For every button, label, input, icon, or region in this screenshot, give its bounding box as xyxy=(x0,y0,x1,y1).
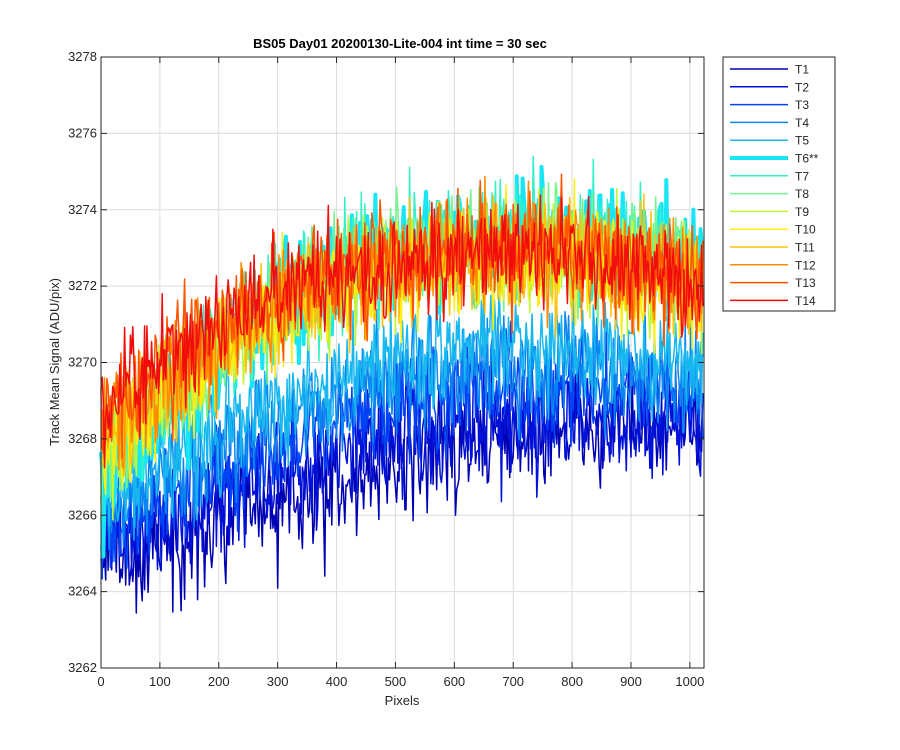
legend-label: T12 xyxy=(795,258,816,272)
y-tick-label: 3268 xyxy=(68,431,97,446)
x-tick-label: 0 xyxy=(97,674,104,689)
x-tick-label: 800 xyxy=(561,674,583,689)
legend-label: T11 xyxy=(795,241,815,255)
legend-label: T8 xyxy=(795,187,809,201)
x-tick-label: 900 xyxy=(620,674,642,689)
x-tick-label: 1000 xyxy=(675,674,704,689)
y-tick-label: 3274 xyxy=(68,202,97,217)
series-lines xyxy=(99,155,704,614)
x-tick-label: 700 xyxy=(502,674,524,689)
x-axis-label: Pixels xyxy=(385,693,420,708)
axis-ticks xyxy=(100,56,704,669)
legend-label: T9 xyxy=(795,205,809,219)
chart-title: BS05 Day01 20200130-Lite-004 int time = … xyxy=(253,36,547,51)
x-tick-label: 300 xyxy=(267,674,289,689)
y-axis-label: Track Mean Signal (ADU/pix) xyxy=(47,278,62,446)
x-tick-label: 600 xyxy=(443,674,465,689)
legend: T1 T2 T3 T4 T5 T6** T7 T8 T9 T10 T11 T12 T13 T14 xyxy=(722,56,836,312)
x-axis-tick-labels: 0 100 200 300 400 500 600 700 800 900 1000 xyxy=(97,674,704,689)
series-line-t14 xyxy=(100,194,704,469)
legend-label: T2 xyxy=(795,80,809,94)
legend-label: T5 xyxy=(795,134,809,148)
x-tick-label: 500 xyxy=(385,674,407,689)
y-tick-label: 3264 xyxy=(68,584,97,599)
y-axis-tick-labels: 3262 3264 3266 3268 3270 3272 3274 3276 3278 xyxy=(68,49,97,675)
legend-label: T13 xyxy=(795,276,816,290)
legend-label: T7 xyxy=(795,169,809,183)
x-tick-label: 400 xyxy=(326,674,348,689)
legend-label: T10 xyxy=(795,223,816,237)
legend-label: T1 xyxy=(795,63,809,77)
x-tick-label: 200 xyxy=(208,674,230,689)
y-tick-label: 3262 xyxy=(68,660,97,675)
legend-label: T6** xyxy=(795,152,819,166)
y-tick-label: 3276 xyxy=(68,125,97,140)
legend-label: T3 xyxy=(795,98,809,112)
plot-area xyxy=(99,56,705,669)
legend-label: T14 xyxy=(795,294,816,308)
y-tick-label: 3278 xyxy=(68,49,97,64)
legend-label: T4 xyxy=(795,116,809,130)
y-tick-label: 3272 xyxy=(68,278,97,293)
legend-box xyxy=(722,56,836,312)
x-tick-label: 100 xyxy=(149,674,171,689)
y-tick-label: 3270 xyxy=(68,355,97,370)
y-tick-label: 3266 xyxy=(68,507,97,522)
